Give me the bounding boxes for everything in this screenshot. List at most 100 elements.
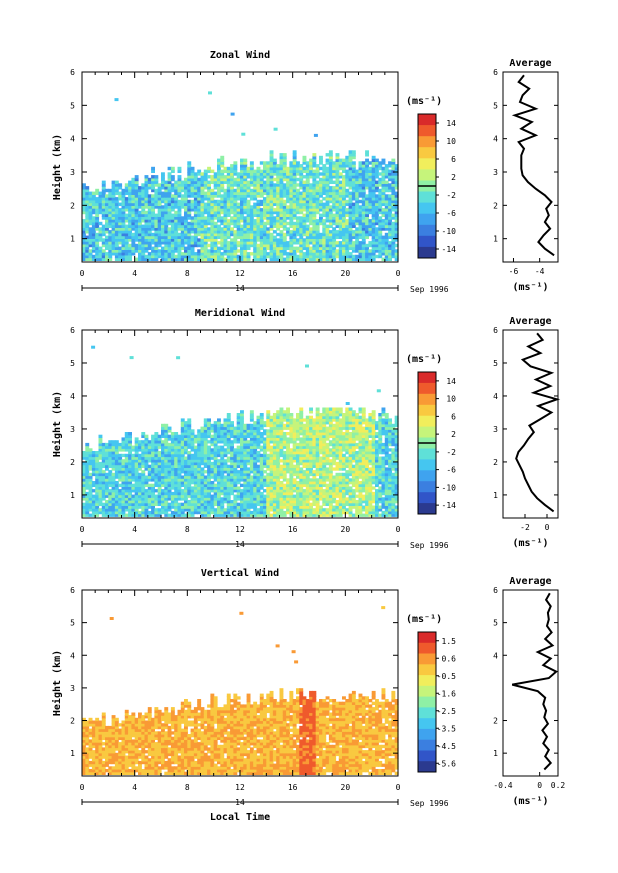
- heatmap-cell: [114, 254, 119, 259]
- heatmap-cell: [246, 230, 251, 234]
- heatmap-cell: [111, 489, 116, 493]
- heatmap-cell: [240, 213, 244, 217]
- heatmap-cell: [118, 472, 123, 477]
- heatmap-cell: [394, 172, 399, 176]
- heatmap-cell: [266, 456, 271, 460]
- heatmap-cell: [184, 180, 188, 184]
- heatmap-cell: [322, 164, 327, 168]
- heatmap-cell: [269, 197, 274, 201]
- heatmap-cell: [131, 210, 136, 215]
- heatmap-cell: [154, 440, 159, 444]
- heatmap-cell: [371, 202, 376, 206]
- heatmap-cell: [272, 191, 277, 195]
- heatmap-cell: [302, 197, 307, 201]
- heatmap-cell: [95, 254, 100, 259]
- heatmap-cell: [269, 437, 274, 441]
- heatmap-cell: [233, 161, 238, 165]
- heatmap-cell: [184, 448, 188, 452]
- heatmap-cell: [121, 440, 126, 444]
- heatmap-cell: [345, 213, 350, 217]
- heatmap-cell: [226, 489, 231, 493]
- heatmap-cell: [263, 186, 267, 190]
- heatmap-cell: [217, 210, 221, 215]
- heatmap-cell: [348, 177, 353, 182]
- heatmap-cell: [332, 191, 337, 195]
- heatmap-cell: [384, 169, 389, 173]
- heatmap-cell: [276, 224, 281, 228]
- heatmap-cell: [82, 252, 86, 256]
- heatmap-cell: [124, 494, 129, 498]
- heatmap-cell: [345, 194, 350, 198]
- heatmap-cell: [91, 227, 96, 231]
- heatmap-cell: [313, 133, 318, 137]
- heatmap-cell: [249, 491, 254, 496]
- heatmap-cell: [128, 246, 132, 250]
- heatmap-cell: [177, 497, 182, 501]
- heatmap-cell: [319, 257, 323, 261]
- heatmap-cell: [128, 510, 132, 515]
- heatmap-cell: [138, 221, 142, 226]
- heatmap-cell: [144, 232, 149, 237]
- heatmap-cell: [236, 508, 241, 512]
- heatmap-cell: [375, 235, 379, 239]
- heatmap-cell: [164, 500, 169, 504]
- heatmap-cell: [210, 241, 215, 245]
- heatmap-cell: [279, 426, 284, 430]
- heatmap-cell: [325, 235, 330, 239]
- heatmap-cell: [279, 216, 284, 220]
- heatmap-cell: [226, 172, 231, 176]
- heatmap-cell: [322, 249, 327, 253]
- heatmap-cell: [226, 478, 231, 482]
- heatmap-cell: [131, 243, 136, 248]
- heatmap-cell: [279, 459, 284, 463]
- heatmap-cell: [368, 208, 373, 212]
- heatmap-cell: [368, 257, 373, 261]
- heatmap-cell: [233, 459, 238, 463]
- heatmap-cell: [193, 235, 198, 239]
- heatmap-cell: [253, 423, 258, 428]
- heatmap-cell: [217, 216, 221, 220]
- heatmap-cell: [249, 423, 254, 428]
- heatmap-cell: [180, 451, 185, 455]
- heatmap-cell: [269, 252, 274, 256]
- heatmap-cell: [217, 188, 221, 193]
- heatmap-cell: [319, 155, 323, 160]
- heatmap-cell: [312, 197, 317, 201]
- heatmap-cell: [151, 461, 155, 466]
- heatmap-cell: [193, 486, 198, 490]
- heatmap-cell: [236, 464, 241, 468]
- heatmap-cell: [348, 219, 353, 223]
- heatmap-cell: [368, 219, 373, 223]
- heatmap-cell: [256, 445, 261, 449]
- heatmap-cell: [345, 230, 350, 234]
- heatmap-cell: [319, 219, 323, 223]
- heatmap-cell: [249, 177, 254, 182]
- heatmap-cell: [226, 442, 231, 447]
- heatmap-cell: [276, 434, 281, 438]
- heatmap-cell: [170, 461, 175, 466]
- heatmap-cell: [246, 180, 251, 184]
- heatmap-cell: [203, 510, 208, 515]
- heatmap-cell: [134, 486, 139, 490]
- heatmap-cell: [118, 191, 123, 195]
- heatmap-cell: [394, 205, 399, 209]
- heatmap-cell: [134, 505, 139, 509]
- heatmap-cell: [118, 246, 123, 250]
- heatmap-cell: [305, 232, 310, 237]
- heatmap-cell: [161, 491, 165, 496]
- heatmap-cell: [114, 186, 119, 190]
- heatmap-cell: [259, 486, 264, 490]
- heatmap-cell: [157, 456, 162, 460]
- heatmap-cell: [144, 186, 149, 190]
- heatmap-cell: [272, 494, 277, 498]
- heatmap-cell: [233, 510, 238, 515]
- heatmap-cell: [286, 257, 290, 261]
- heatmap-cell: [180, 205, 185, 209]
- heatmap-cell: [193, 434, 198, 438]
- heatmap-cell: [361, 191, 366, 195]
- heatmap-cell: [164, 180, 169, 184]
- heatmap-cell: [263, 183, 267, 187]
- heatmap-cell: [108, 442, 113, 447]
- heatmap-cell: [384, 216, 389, 220]
- heatmap-cell: [197, 489, 202, 493]
